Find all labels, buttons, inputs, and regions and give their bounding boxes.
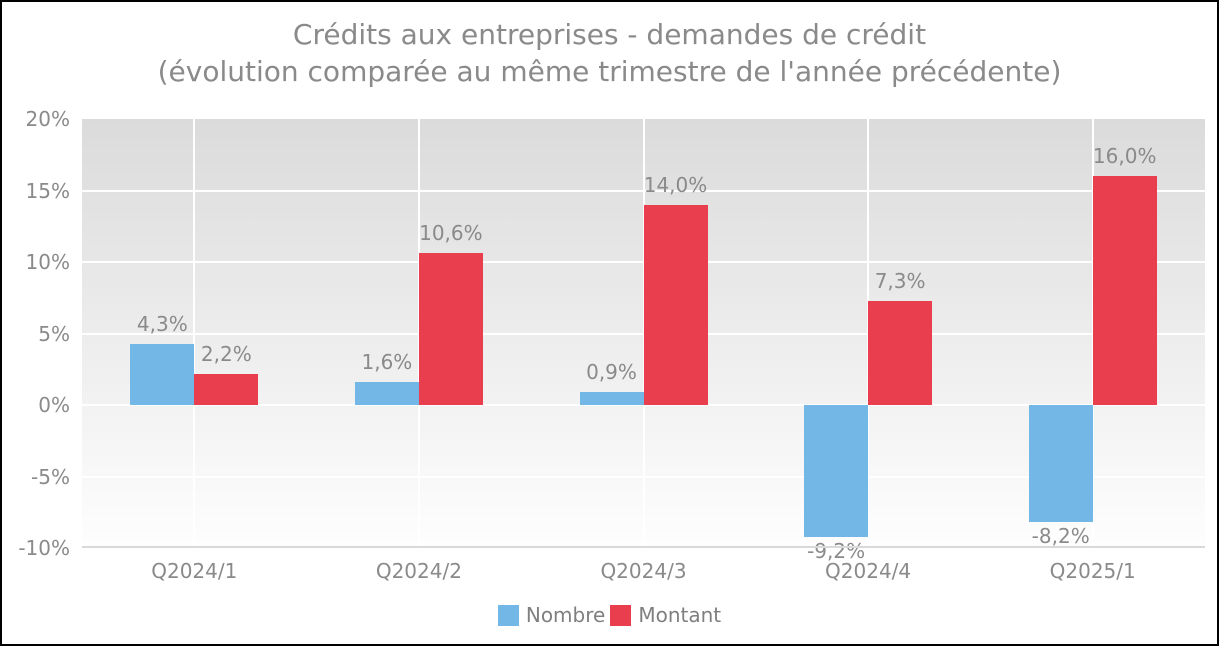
bar-label-nombre-q2024-2: 1,6% <box>361 350 413 375</box>
bar-label-nombre-q2024-3: 0,9% <box>586 360 637 385</box>
y-tick-label-10: 10% <box>25 250 70 274</box>
x-category-label-q2024-1: Q2024/1 <box>151 559 238 583</box>
bar-label-montant-q2024-1: 2,2% <box>200 341 252 366</box>
bar-label-nombre-q2024-1: 4,3% <box>136 311 188 336</box>
bar-label-montant-q2024-4: 7,3% <box>874 268 926 293</box>
bar-montant-q2024-2 <box>418 253 483 405</box>
bar-montant-q2024-1 <box>194 373 259 405</box>
chart-title-line1: Crédits aux entreprises - demandes de cr… <box>292 18 927 51</box>
y-tick-label-20: 20% <box>25 107 70 131</box>
bar-label-nombre-q2024-4: -9,2% <box>807 538 866 563</box>
legend: Nombre Montant <box>2 603 1217 627</box>
x-category-label-q2024-4: Q2024/4 <box>825 559 912 583</box>
x-category-label-q2024-2: Q2024/2 <box>375 559 462 583</box>
legend-label-nombre: Nombre <box>525 603 606 627</box>
chart-title: Crédits aux entreprises - demandes de cr… <box>2 16 1217 90</box>
bar-montant-q2024-3 <box>643 204 708 405</box>
legend-item-nombre: Nombre <box>497 603 606 627</box>
bar-montant-q2024-4 <box>868 300 933 405</box>
y-tick-label-5: 5% <box>38 321 70 346</box>
plot-area: 4,3% 1,6% 0,9% -9,2% -8,2% 2,2% 10,6% 14,0% 7,3%… <box>82 119 1205 563</box>
legend-label-montant: Montant <box>638 603 722 627</box>
x-category-label-q2024-3: Q2024/3 <box>600 559 687 583</box>
legend-item-montant: Montant <box>610 603 721 627</box>
bar-nombre-q2025-1 <box>1028 405 1093 523</box>
bar-label-montant-q2024-2: 10,6% <box>419 221 483 246</box>
y-tick-label-0: 0% <box>38 393 70 417</box>
bar-label-nombre-q2025-1: -8,2% <box>1031 524 1090 549</box>
legend-swatch-montant <box>610 604 632 626</box>
bar-label-montant-q2025-1: 16,0% <box>1092 144 1157 169</box>
y-tick-label--10: -10% <box>18 536 70 560</box>
bar-nombre-q2024-1 <box>130 343 195 405</box>
bar-nombre-q2024-4 <box>804 405 869 537</box>
x-axis-line <box>82 546 1205 548</box>
x-category-label-q2025-1: Q2025/1 <box>1049 559 1136 583</box>
y-tick-label--5: -5% <box>31 464 70 489</box>
bar-nombre-q2024-3 <box>579 392 644 405</box>
y-tick-label-15: 15% <box>25 178 70 203</box>
bar-label-montant-q2024-3: 14,0% <box>643 172 708 197</box>
bar-nombre-q2024-2 <box>354 382 419 405</box>
bar-montant-q2025-1 <box>1092 176 1157 405</box>
gridline-x-q2024-1 <box>193 119 196 548</box>
legend-swatch-nombre <box>497 604 519 626</box>
chart-title-line2: (évolution comparée au même trimestre de… <box>157 55 1062 88</box>
